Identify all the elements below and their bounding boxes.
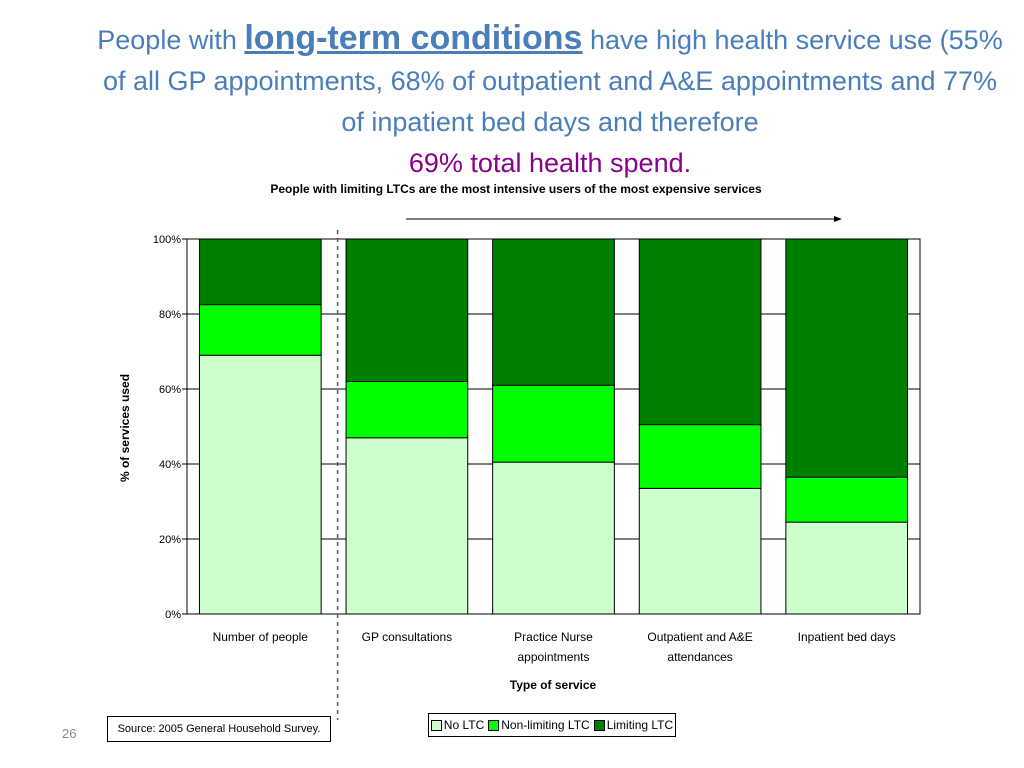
x-category-label: Number of people [213, 630, 309, 644]
bar-segment-limiting-ltc [492, 238, 615, 386]
source-text: Source: 2005 General Household Survey. [117, 723, 321, 735]
legend-item-non-limiting-ltc: Non-limiting LTC [488, 718, 590, 732]
title-highlight: long-term conditions [244, 19, 583, 57]
x-category-label: GP consultations [362, 630, 453, 644]
bar-segment-no-ltc [492, 461, 615, 615]
y-tick-label: 40% [159, 459, 181, 471]
x-category-label: Inpatient bed days [798, 630, 896, 644]
trend-arrow-head [834, 216, 842, 222]
bar-segment-non-limiting-ltc [638, 424, 762, 489]
legend-label-no-ltc: No LTC [443, 718, 485, 732]
y-axis-label: % of services used [118, 374, 132, 482]
title-part1: People with [97, 25, 245, 55]
bar-segment-limiting-ltc [198, 238, 322, 306]
legend-item-no-ltc: No LTC [430, 718, 485, 732]
bar-segment-non-limiting-ltc [198, 304, 322, 356]
legend-label-limiting-ltc: Limiting LTC [606, 718, 674, 732]
y-tick-label: 20% [159, 534, 181, 546]
x-category-label: Outpatient and A&E [647, 630, 752, 644]
bar-segment-no-ltc [638, 487, 762, 615]
legend-item-limiting-ltc: Limiting LTC [593, 718, 674, 732]
x-category-label: Practice Nurse [514, 630, 593, 644]
source-box: Source: 2005 General Household Survey. [107, 716, 331, 742]
slide-title: People with long-term conditions have hi… [95, 18, 1005, 184]
legend-swatch-limiting-ltc [593, 719, 605, 731]
bar-segment-non-limiting-ltc [345, 381, 469, 439]
y-tick-label: 60% [159, 384, 181, 396]
legend-label-non-limiting-ltc: Non-limiting LTC [501, 718, 590, 732]
bar-segment-limiting-ltc [345, 238, 469, 382]
bar-segment-no-ltc [198, 354, 322, 615]
legend-swatch-no-ltc [430, 719, 442, 731]
chart-legend: No LTC Non-limiting LTC Limiting LTC [428, 713, 676, 737]
bar-segment-no-ltc [345, 437, 469, 615]
x-category-label: appointments [517, 650, 589, 664]
bar-segment-non-limiting-ltc [785, 476, 909, 523]
y-tick-label: 80% [159, 309, 181, 321]
bar-segment-non-limiting-ltc [492, 384, 615, 463]
y-tick-label: 100% [153, 234, 181, 246]
x-category-label: attendances [667, 650, 732, 664]
y-tick-label: 0% [165, 609, 181, 621]
bar-segment-no-ltc [785, 521, 909, 615]
bar-segment-limiting-ltc [785, 238, 909, 478]
slide-number: 26 [62, 726, 77, 741]
legend-swatch-non-limiting-ltc [488, 719, 500, 731]
title-spend: 69% total health spend. [408, 148, 692, 178]
chart-title: People with limiting LTCs are the most i… [270, 182, 762, 196]
title-part2: have high health service use (55% of all… [102, 25, 1003, 137]
bar-segment-limiting-ltc [638, 238, 762, 426]
x-axis-label: Type of service [510, 678, 597, 692]
